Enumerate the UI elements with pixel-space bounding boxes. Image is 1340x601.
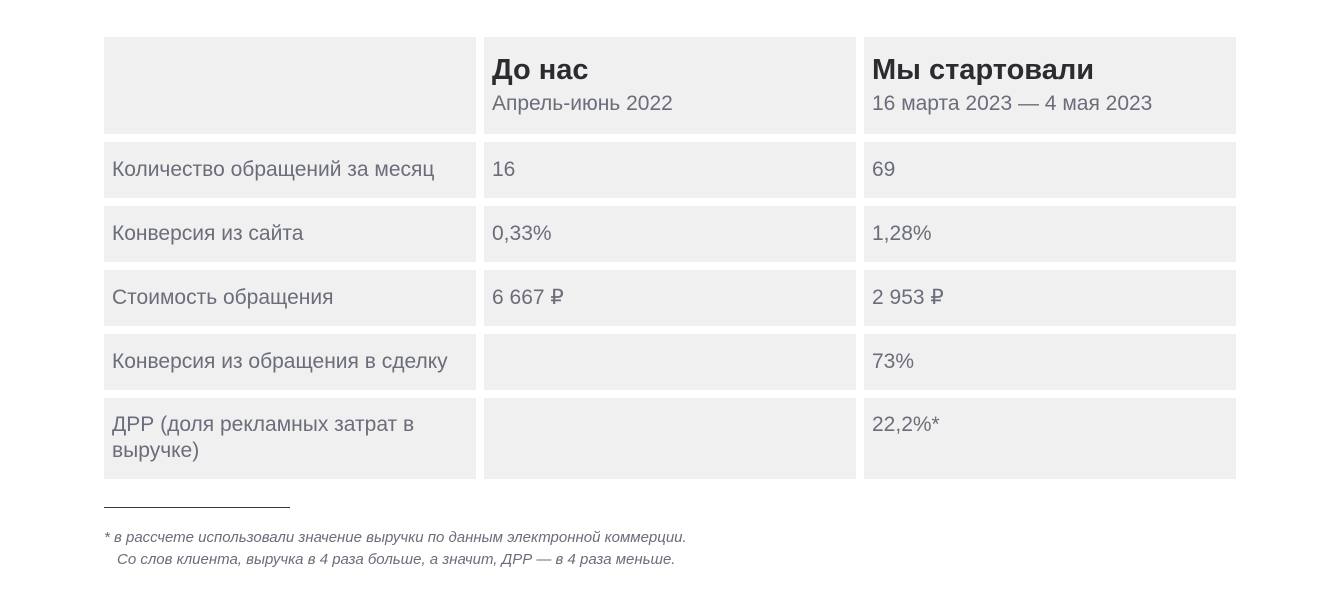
row-before-request-cost: 6 667 ₽ xyxy=(484,270,856,326)
footnote-line-1: * в рассчете использовали значение выруч… xyxy=(104,529,687,546)
row-after-drr: 22,2%* xyxy=(864,398,1236,479)
row-after-deal-conversion: 73% xyxy=(864,334,1236,390)
row-label-request-cost: Стоимость обращения xyxy=(104,270,476,326)
row-after-request-cost: 2 953 ₽ xyxy=(864,270,1236,326)
row-label-requests: Количество обращений за месяц xyxy=(104,142,476,198)
comparison-table: До нас Апрель-июнь 2022 Мы стартовали 16… xyxy=(104,37,1236,479)
row-before-site-conversion: 0,33% xyxy=(484,206,856,262)
row-before-requests: 16 xyxy=(484,142,856,198)
row-after-site-conversion: 1,28% xyxy=(864,206,1236,262)
row-label-site-conversion: Конверсия из сайта xyxy=(104,206,476,262)
header-before-period: Апрель-июнь 2022 xyxy=(492,92,673,115)
row-label-drr: ДРР (доля рекламных затрат в выручке) xyxy=(104,398,476,479)
row-before-deal-conversion xyxy=(484,334,856,390)
footnote-divider xyxy=(104,507,290,508)
footnote-line-2: Со слов клиента, выручка в 4 раза больше… xyxy=(117,551,676,568)
header-empty-cell xyxy=(104,37,476,134)
row-label-deal-conversion: Конверсия из обращения в сделку xyxy=(104,334,476,390)
header-after-title: Мы стартовали xyxy=(872,54,1095,86)
header-before-title: До нас xyxy=(492,54,589,86)
header-before-cell: До нас Апрель-июнь 2022 xyxy=(484,37,856,134)
header-after-period: 16 марта 2023 — 4 мая 2023 xyxy=(872,92,1153,115)
header-after-cell: Мы стартовали 16 марта 2023 — 4 мая 2023 xyxy=(864,37,1236,134)
row-before-drr xyxy=(484,398,856,479)
footnote: * в рассчете использовали значение выруч… xyxy=(104,527,687,571)
row-after-requests: 69 xyxy=(864,142,1236,198)
